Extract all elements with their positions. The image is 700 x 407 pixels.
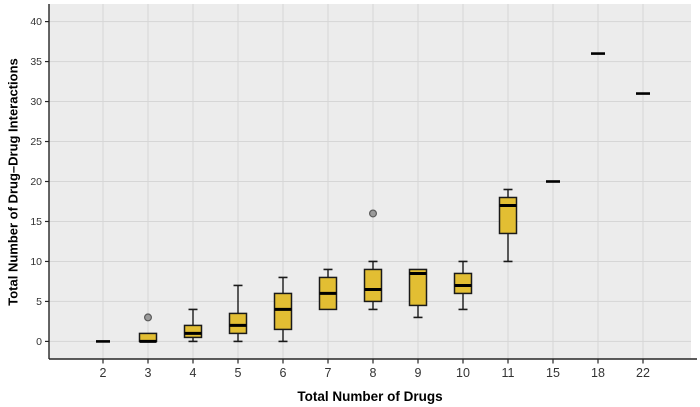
y-tick-label: 30	[30, 96, 42, 108]
boxplot-8	[363, 209, 383, 311]
y-tick-label: 20	[30, 176, 42, 188]
y-tick-label: 15	[30, 216, 42, 228]
y-tick-label: 0	[36, 336, 42, 348]
x-tick-label: 22	[636, 366, 650, 380]
outlier-point	[369, 209, 378, 218]
iqr-box	[183, 324, 203, 339]
iqr-box	[453, 272, 473, 295]
x-tick-label: 5	[235, 366, 242, 380]
boxplot-4	[183, 308, 203, 343]
x-tick-label: 3	[145, 366, 152, 380]
x-tick-label: 11	[502, 366, 515, 380]
y-tick-label: 25	[30, 136, 42, 148]
x-tick-label: 4	[190, 366, 197, 380]
y-tick-label: 35	[30, 56, 42, 68]
y-axis-title: Total Number of Drug–Drug Interactions	[5, 58, 21, 306]
y-tick-label: 40	[30, 16, 42, 28]
x-tick-label: 2	[100, 366, 107, 380]
boxplot-7	[318, 268, 338, 311]
iqr-box	[498, 196, 518, 235]
boxplot-10	[453, 260, 473, 311]
outlier-point	[144, 313, 153, 322]
x-axis-title: Total Number of Drugs	[297, 389, 443, 404]
iqr-box	[228, 312, 248, 335]
x-tick-label: 7	[325, 366, 332, 380]
x-tick-label: 15	[546, 366, 560, 380]
boxplot-11	[498, 188, 518, 263]
tick-labels: 0 5 10 15 20 25 30 35 40 2 3 4 5 6 7 8 9 10 11 15 18 22	[30, 16, 650, 380]
x-tick-label: 10	[456, 366, 470, 380]
boxplot-3	[138, 313, 158, 343]
x-tick-label: 9	[415, 366, 422, 380]
x-tick-label: 18	[591, 366, 605, 380]
iqr-box	[408, 268, 428, 307]
iqr-box	[363, 268, 383, 303]
iqr-box	[273, 292, 293, 331]
x-tick-label: 8	[370, 366, 377, 380]
boxplot-5	[228, 284, 248, 343]
boxplot-6	[273, 276, 293, 343]
y-tick-label: 5	[36, 296, 42, 308]
y-tick-label: 10	[30, 256, 42, 268]
x-tick-label: 6	[280, 366, 287, 380]
boxplot-9	[408, 268, 428, 319]
